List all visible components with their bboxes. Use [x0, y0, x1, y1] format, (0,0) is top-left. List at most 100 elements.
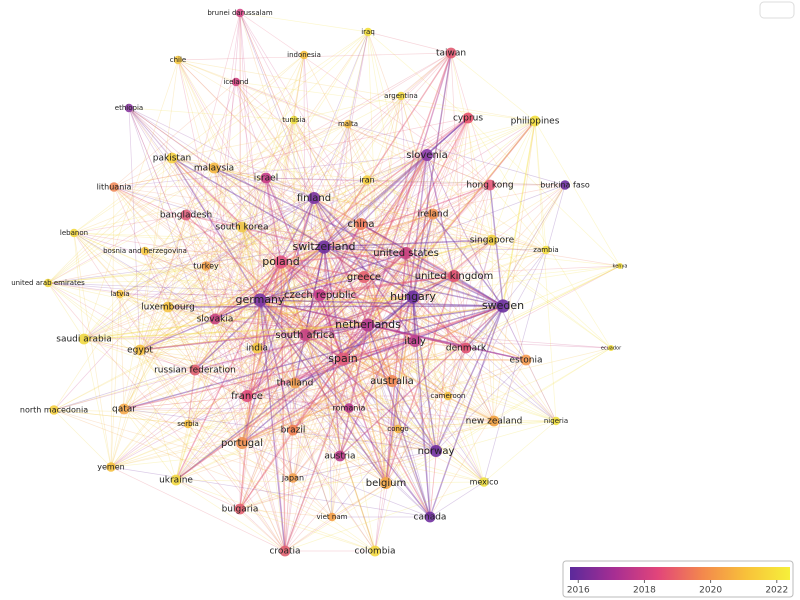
node-label[interactable]: egypt	[127, 346, 153, 356]
node[interactable]	[479, 477, 489, 487]
node-label[interactable]: romania	[333, 404, 366, 413]
node-label[interactable]: south africa	[275, 330, 334, 341]
node[interactable]	[421, 149, 433, 161]
node-label[interactable]: taiwan	[436, 49, 466, 59]
node-label[interactable]: russian federation	[154, 366, 236, 376]
node-label[interactable]: yemen	[97, 463, 124, 472]
node[interactable]	[406, 290, 420, 304]
node-label[interactable]: slovenia	[406, 150, 447, 161]
node-label[interactable]: turkey	[193, 262, 219, 271]
node[interactable]	[209, 313, 221, 325]
node[interactable]	[617, 263, 623, 269]
node-label[interactable]: latvia	[110, 290, 129, 298]
node[interactable]	[189, 364, 201, 376]
node-label[interactable]: belgium	[366, 478, 406, 489]
node-label[interactable]: burkina faso	[540, 181, 590, 190]
node[interactable]	[288, 473, 298, 483]
node-label[interactable]: italy	[404, 336, 426, 347]
node[interactable]	[183, 419, 193, 429]
node-label[interactable]: malaysia	[194, 164, 234, 174]
node-label[interactable]: hong kong	[466, 181, 513, 191]
node-label[interactable]: israel	[254, 174, 278, 184]
node[interactable]	[427, 208, 439, 220]
node[interactable]	[327, 512, 337, 522]
node[interactable]	[317, 240, 331, 254]
node-label[interactable]: united kingdom	[415, 271, 494, 282]
node-label[interactable]: netherlands	[335, 318, 401, 331]
node-label[interactable]: argentina	[384, 92, 418, 100]
node-label[interactable]: viet nam	[317, 513, 348, 521]
node-label[interactable]: chile	[170, 56, 186, 64]
node[interactable]	[344, 403, 354, 413]
node[interactable]	[299, 329, 311, 341]
node[interactable]	[235, 8, 245, 18]
node[interactable]	[409, 335, 421, 347]
node[interactable]	[551, 416, 561, 426]
node[interactable]	[386, 375, 398, 387]
node[interactable]	[253, 293, 267, 307]
node-label[interactable]: pakistan	[153, 154, 191, 164]
node[interactable]	[363, 27, 373, 37]
node[interactable]	[134, 344, 146, 356]
node[interactable]	[162, 301, 174, 313]
node-label[interactable]: sweden	[482, 299, 524, 312]
zoom-control[interactable]	[759, 1, 795, 19]
node-label[interactable]: colombia	[355, 547, 396, 557]
node-label[interactable]: poland	[262, 255, 299, 268]
node[interactable]	[496, 299, 510, 313]
node-label[interactable]: canada	[414, 513, 447, 523]
node[interactable]	[369, 545, 381, 557]
node-label[interactable]: south korea	[216, 223, 269, 233]
node[interactable]	[486, 234, 498, 246]
node-label[interactable]: china	[347, 219, 374, 230]
node-label[interactable]: tunisia	[282, 116, 305, 124]
node[interactable]	[460, 342, 472, 354]
node[interactable]	[251, 342, 263, 354]
node-label[interactable]: congo	[387, 425, 408, 433]
node[interactable]	[170, 474, 182, 486]
node-label[interactable]: singapore	[470, 236, 515, 246]
node-label[interactable]: north macedonia	[20, 406, 88, 415]
node[interactable]	[124, 103, 134, 113]
node[interactable]	[358, 271, 370, 283]
node-label[interactable]: slovakia	[197, 315, 234, 325]
node[interactable]	[393, 424, 403, 434]
node-label[interactable]: philippines	[511, 117, 560, 127]
node[interactable]	[234, 503, 246, 515]
node[interactable]	[308, 192, 320, 204]
node[interactable]	[173, 55, 183, 65]
node-label[interactable]: thailand	[277, 379, 314, 389]
node[interactable]	[336, 352, 350, 366]
node[interactable]	[462, 112, 474, 124]
node-label[interactable]: spain	[328, 352, 358, 365]
node-label[interactable]: cameroon	[431, 392, 466, 400]
node[interactable]	[287, 424, 299, 436]
node-label[interactable]: luxembourg	[141, 303, 195, 313]
node-label[interactable]: qatar	[112, 405, 136, 415]
node[interactable]	[106, 462, 116, 472]
node-label[interactable]: malta	[338, 120, 358, 128]
node-label[interactable]: mexico	[470, 478, 499, 487]
node[interactable]	[118, 403, 130, 415]
node-label[interactable]: lebanon	[60, 229, 88, 237]
node[interactable]	[355, 218, 367, 230]
node-label[interactable]: cyprus	[453, 114, 483, 124]
node-label[interactable]: zambia	[533, 246, 558, 254]
node[interactable]	[109, 182, 119, 192]
node[interactable]	[443, 391, 453, 401]
node-label[interactable]: finland	[297, 193, 331, 204]
node[interactable]	[560, 180, 570, 190]
node-label[interactable]: croatia	[269, 547, 300, 557]
node-label[interactable]: japan	[281, 474, 304, 483]
node[interactable]	[43, 278, 53, 288]
node[interactable]	[140, 246, 150, 256]
node[interactable]	[448, 270, 460, 282]
node-label[interactable]: ukraine	[159, 476, 193, 486]
node-label[interactable]: bosnia and herzegovina	[103, 247, 187, 255]
node-label[interactable]: australia	[370, 376, 414, 387]
node[interactable]	[400, 247, 412, 259]
node-label[interactable]: brazil	[281, 426, 306, 436]
node-label[interactable]: brunei darussalam	[207, 9, 273, 17]
node[interactable]	[201, 261, 211, 271]
node[interactable]	[208, 162, 220, 174]
